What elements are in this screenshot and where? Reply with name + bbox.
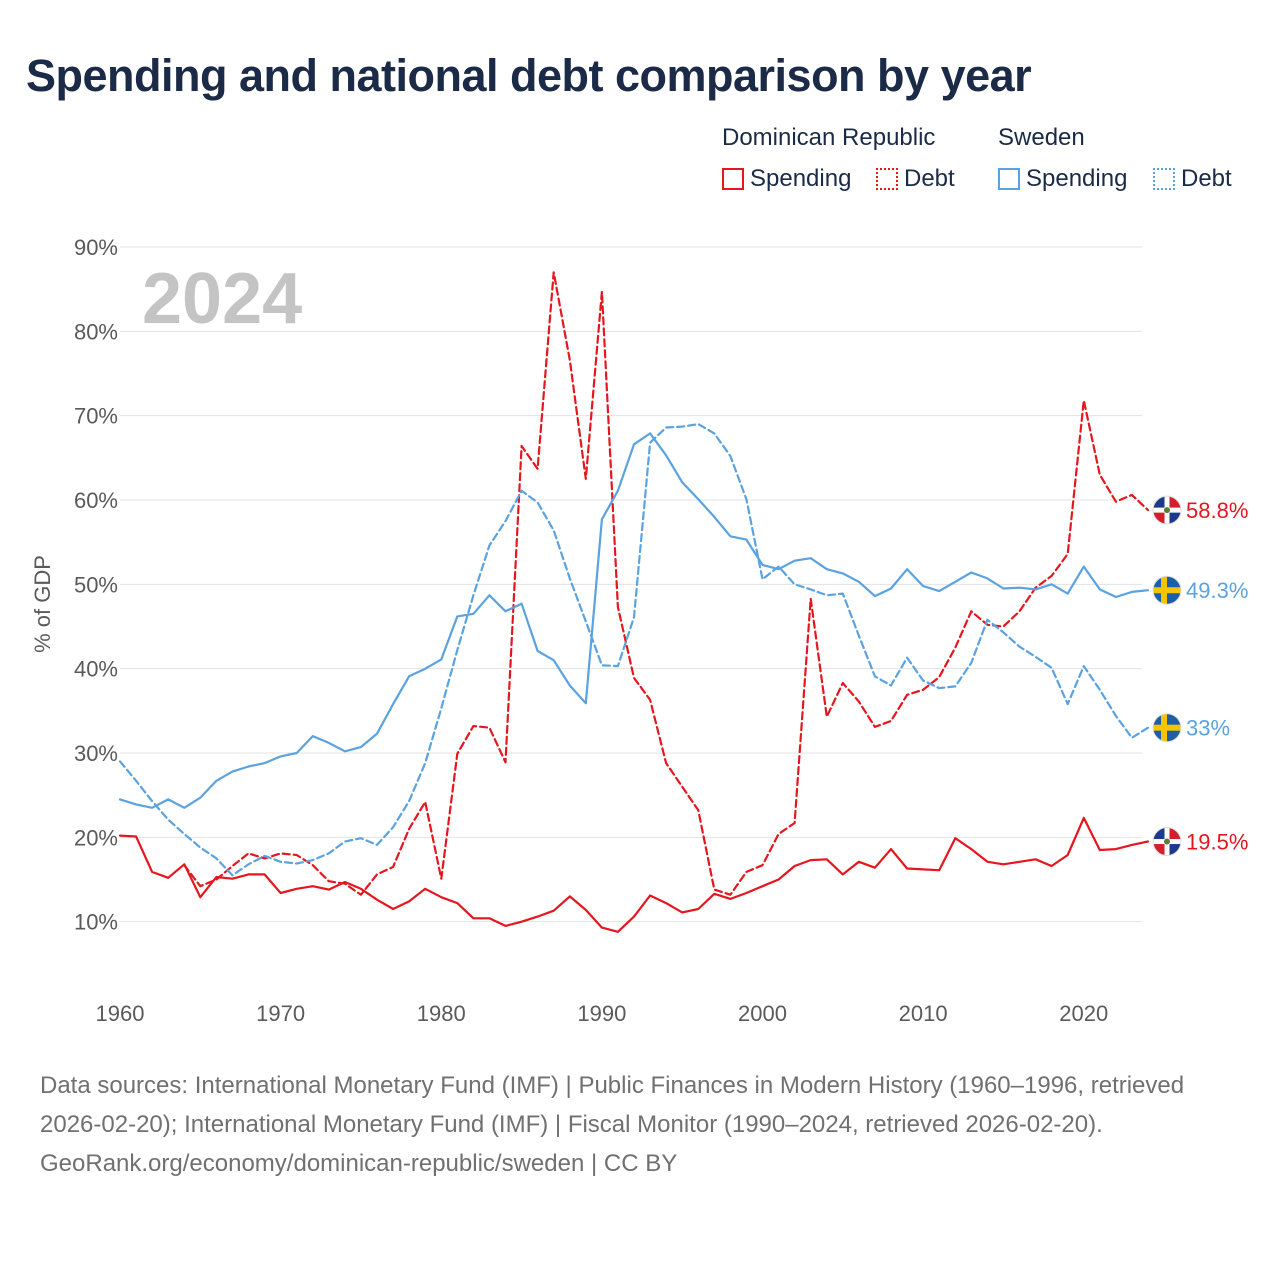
series-line-dominican-republic-spending[interactable] xyxy=(118,816,1150,933)
y-tick-label: 70% xyxy=(74,404,118,429)
chart-title: Spending and national debt comparison by… xyxy=(26,50,1032,101)
y-tick-label: 60% xyxy=(74,488,118,513)
legend-item-dr-debt[interactable]: Debt xyxy=(876,165,955,193)
y-tick-label: 50% xyxy=(74,572,118,597)
x-tick-label: 2010 xyxy=(899,1001,948,1026)
x-tick-label: 2000 xyxy=(738,1001,787,1026)
y-axis-title: % of GDP xyxy=(30,555,55,653)
sweden-flag-icon xyxy=(1152,575,1182,605)
dominican-republic-flag-icon xyxy=(1152,495,1182,525)
x-tick-label: 1980 xyxy=(417,1001,466,1026)
legend-label: Debt xyxy=(904,165,955,192)
legend-item-se-debt[interactable]: Debt xyxy=(1153,165,1232,193)
data-sources: Data sources: International Monetary Fun… xyxy=(40,1072,1185,1138)
footer: Data sources: International Monetary Fun… xyxy=(40,1066,1240,1183)
end-value-label: 58.8% xyxy=(1186,498,1248,523)
sweden-flag-icon xyxy=(1152,713,1182,743)
legend-item-se-spending[interactable]: Spending xyxy=(998,165,1127,193)
legend-label: Spending xyxy=(750,165,852,192)
y-tick-label: 10% xyxy=(74,910,118,935)
x-tick-label: 1960 xyxy=(96,1001,145,1026)
legend-group-dominican-republic: Dominican Republic xyxy=(722,124,936,151)
end-value-label: 19.5% xyxy=(1186,830,1248,855)
credit-line: GeoRank.org/economy/dominican-republic/s… xyxy=(40,1150,678,1177)
x-tick-label: 1970 xyxy=(256,1001,305,1026)
y-tick-label: 80% xyxy=(74,319,118,344)
y-tick-label: 30% xyxy=(74,741,118,766)
legend-swatch-dotted-blue xyxy=(1153,168,1175,190)
series-line-sweden-debt[interactable] xyxy=(118,423,1150,877)
legend-swatch-solid-blue xyxy=(998,168,1020,190)
series-line-sweden-spending[interactable] xyxy=(118,432,1150,809)
legend-label: Debt xyxy=(1181,165,1232,192)
x-tick-label: 2020 xyxy=(1059,1001,1108,1026)
y-tick-label: 90% xyxy=(74,235,118,260)
legend-label: Spending xyxy=(1026,165,1128,192)
y-tick-label: 20% xyxy=(74,825,118,850)
x-tick-label: 1990 xyxy=(577,1001,626,1026)
year-watermark: 2024 xyxy=(142,259,302,339)
dominican-republic-flag-icon xyxy=(1152,827,1182,857)
legend-swatch-dotted-red xyxy=(876,168,898,190)
legend-group-sweden: Sweden xyxy=(998,124,1085,151)
legend-swatch-solid-red xyxy=(722,168,744,190)
end-value-label: 33% xyxy=(1186,716,1230,741)
end-value-label: 49.3% xyxy=(1186,578,1248,603)
y-tick-label: 40% xyxy=(74,657,118,682)
legend-item-dr-spending[interactable]: Spending xyxy=(722,165,851,193)
series-line-dominican-republic-debt[interactable] xyxy=(183,271,1150,896)
